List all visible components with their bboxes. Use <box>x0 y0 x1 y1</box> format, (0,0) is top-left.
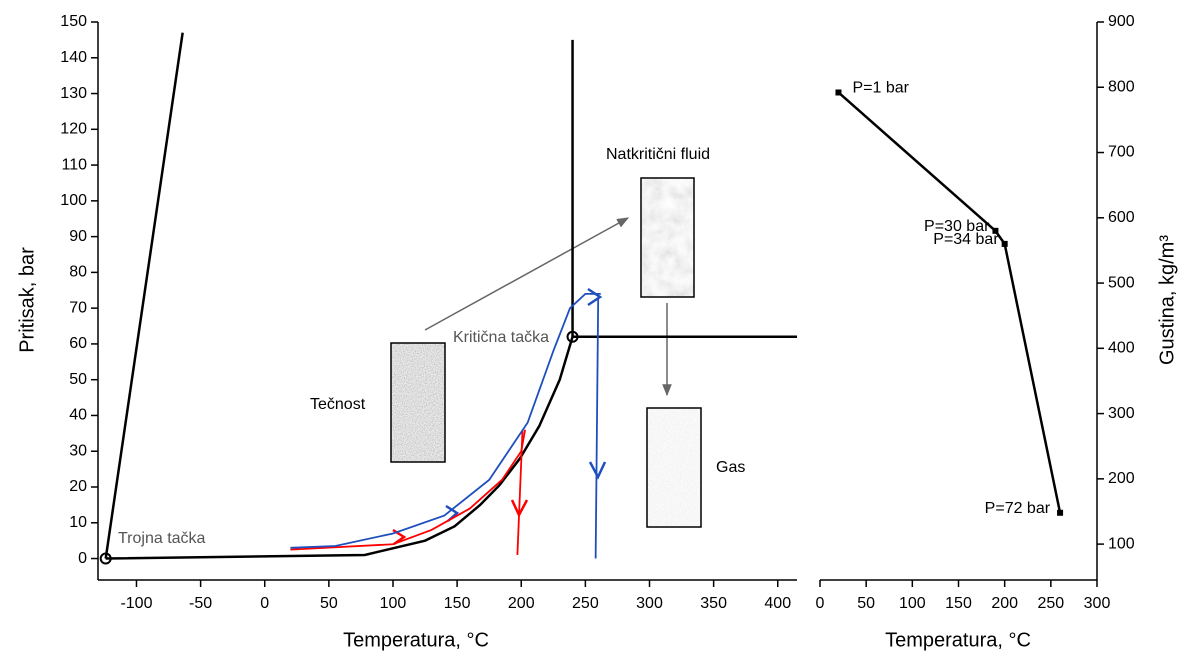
arrowhead <box>588 461 607 480</box>
liquid-image <box>391 343 445 462</box>
y-tick-label: 40 <box>69 407 87 424</box>
x-tick-label: 200 <box>508 595 535 612</box>
line <box>104 32 184 559</box>
gas-image <box>647 408 701 527</box>
line <box>837 91 1062 514</box>
y-axis-title: Pritisak, bar <box>16 247 38 353</box>
y-tick-label: 600 <box>1108 209 1135 226</box>
annotation: Tečnost <box>310 396 366 413</box>
x-axis-title: Temperatura, °C <box>885 629 1031 651</box>
annotation: Kritična tačka <box>453 329 549 346</box>
y-tick-label: 400 <box>1108 340 1135 357</box>
line <box>594 297 600 559</box>
x-tick-label: 100 <box>899 595 926 612</box>
phase-point <box>99 552 112 565</box>
y-tick-label: 0 <box>78 550 87 567</box>
x-tick-label: 300 <box>1084 595 1111 612</box>
point-label: P=30 bar <box>924 218 990 235</box>
x-tick-label: 250 <box>1037 595 1064 612</box>
x-tick-label: 50 <box>857 595 875 612</box>
point-label: P=1 bar <box>852 80 909 97</box>
y-tick-label: 100 <box>60 192 87 209</box>
x-tick-label: 100 <box>380 595 407 612</box>
y-tick-label: 700 <box>1108 144 1135 161</box>
liquid-frame <box>390 342 446 463</box>
arrow <box>424 217 630 331</box>
point-label: P=72 bar <box>985 500 1051 517</box>
point <box>1001 240 1008 247</box>
y-tick-label: 120 <box>60 121 87 138</box>
y-tick-label: 100 <box>1108 535 1135 552</box>
fluid-frame <box>640 177 695 298</box>
x-tick-label: -50 <box>189 595 212 612</box>
y-tick-label: 800 <box>1108 78 1135 95</box>
x-tick-label: 0 <box>816 595 825 612</box>
x-tick-label: 400 <box>764 595 791 612</box>
x-tick-label: 150 <box>945 595 972 612</box>
point <box>835 89 842 96</box>
y-tick-label: 20 <box>69 478 87 495</box>
x-tick-label: 150 <box>444 595 471 612</box>
x-tick-label: 350 <box>700 595 727 612</box>
x-tick-label: -100 <box>120 595 152 612</box>
y-tick-label: 300 <box>1108 405 1135 422</box>
y-tick-label: 200 <box>1108 470 1135 487</box>
y-tick-label: 70 <box>69 299 87 316</box>
line <box>290 292 601 549</box>
y-tick-label: 150 <box>60 13 87 30</box>
y-axis-title: Gustina, kg/m³ <box>1156 235 1178 365</box>
x-tick-label: 200 <box>991 595 1018 612</box>
point-label: P=34 bar <box>933 231 999 248</box>
gas-frame <box>646 407 702 528</box>
line <box>516 429 524 555</box>
y-tick-label: 900 <box>1108 13 1135 30</box>
images <box>390 177 702 528</box>
phase-point <box>566 330 579 343</box>
y-tick-label: 130 <box>60 85 87 102</box>
y-tick-label: 30 <box>69 442 87 459</box>
y-tick-label: 110 <box>61 156 87 173</box>
y-tick-label: 140 <box>60 49 87 66</box>
arrowhead <box>587 287 603 307</box>
x-tick-label: 250 <box>572 595 599 612</box>
y-tick-label: 500 <box>1108 274 1135 291</box>
line <box>105 336 574 560</box>
y-tick-label: 10 <box>69 514 87 531</box>
annotation: Natkritični fluid <box>606 146 710 163</box>
fluid-image <box>641 178 694 297</box>
x-tick-label: 300 <box>636 595 663 612</box>
x-tick-label: 50 <box>320 595 338 612</box>
annotation: Trojna tačka <box>118 530 206 547</box>
point <box>1057 509 1064 516</box>
annotation: Gas <box>716 459 745 476</box>
y-tick-label: 60 <box>69 335 87 352</box>
x-tick-label: 0 <box>260 595 269 612</box>
y-tick-label: 50 <box>69 371 87 388</box>
y-tick-label: 90 <box>69 228 87 245</box>
y-tick-label: 80 <box>69 264 87 281</box>
x-axis-title: Temperatura, °C <box>343 629 489 651</box>
point <box>992 227 999 234</box>
